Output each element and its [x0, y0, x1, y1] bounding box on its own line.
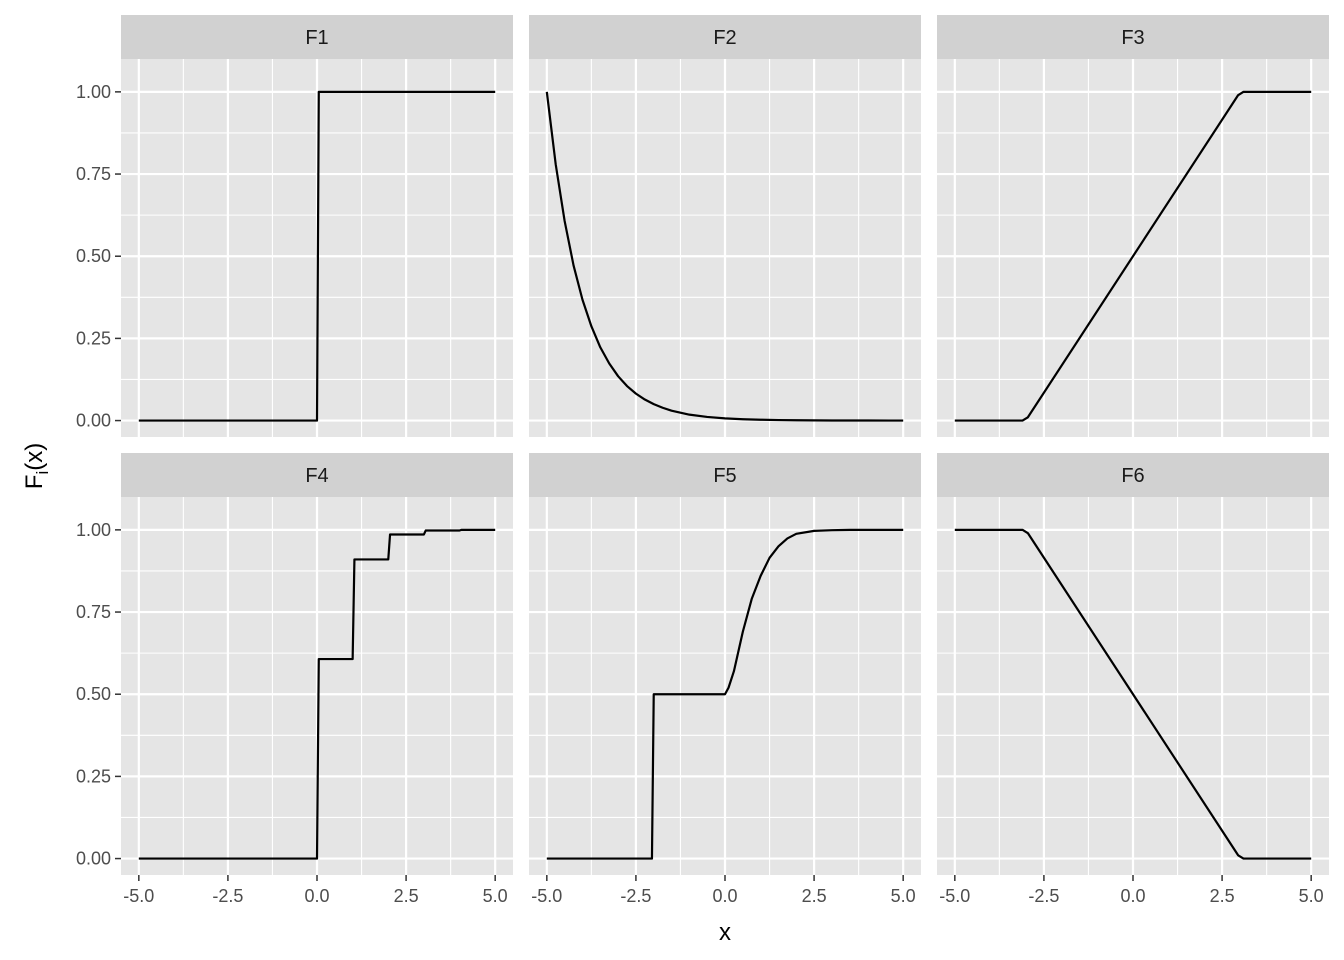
y-tick-label: 0.75	[76, 602, 111, 622]
facet-strip	[529, 15, 921, 59]
y-tick-label: 0.00	[76, 411, 111, 431]
x-tick-label: -2.5	[212, 886, 243, 906]
x-tick-label: -5.0	[939, 886, 970, 906]
x-tick-label: 0.0	[1120, 886, 1145, 906]
facet-f3: F3	[937, 15, 1329, 437]
facet-f1: F1 0.00 0.25 0.50 0.75 1.00	[76, 15, 513, 437]
facet-f6: F6 -5.0 -2.5 0.0 2.5 5.0	[937, 453, 1329, 906]
facet-strip	[121, 453, 513, 497]
x-tick-label: 2.5	[1210, 886, 1235, 906]
facet-strip-label: F6	[1121, 465, 1144, 487]
x-axis-title: x	[719, 919, 731, 946]
facet-strip-label: F1	[305, 27, 328, 49]
y-tick-label: 0.25	[76, 328, 111, 348]
series-line-f2	[545, 91, 904, 422]
facet-strip	[937, 453, 1329, 497]
x-tick-label: 2.5	[394, 886, 419, 906]
x-tick-label: -2.5	[620, 886, 651, 906]
facet-f5: F5 -5.0 -2.5 0.0 2.5 5.0	[529, 453, 921, 906]
series-line-f6	[954, 528, 1312, 860]
facet-strip-label: F2	[713, 27, 736, 49]
facet-strip	[121, 15, 513, 59]
y-axis-title: Fi(x)	[21, 443, 52, 489]
x-tick-label: 5.0	[1299, 886, 1324, 906]
x-tick-label: 5.0	[483, 886, 508, 906]
y-tick-label: 0.25	[76, 766, 111, 786]
y-tick-label: 0.75	[76, 164, 111, 184]
y-tick-label: 1.00	[76, 82, 111, 102]
x-tick-label: -5.0	[531, 886, 562, 906]
facet-strip-label: F4	[305, 465, 328, 487]
y-tick-label: 1.00	[76, 520, 111, 540]
x-tick-label: 5.0	[891, 886, 916, 906]
x-tick-label: 0.0	[712, 886, 737, 906]
x-tick-label: -2.5	[1028, 886, 1059, 906]
series-line-f1	[138, 90, 496, 422]
facet-strip-label: F5	[713, 465, 736, 487]
x-tick-label: 0.0	[304, 886, 329, 906]
series-line-f3	[954, 90, 1312, 422]
facet-strip	[937, 15, 1329, 59]
series-line-f4	[138, 528, 496, 860]
facet-f4: F4 0.00 0.25 0.50 0.75 1.00 -5.0 -2.5 0.0 2.5 5.0	[76, 453, 513, 906]
facet-strip	[529, 453, 921, 497]
y-tick-label: 0.50	[76, 684, 111, 704]
x-tick-label: 2.5	[802, 886, 827, 906]
series-line-f5	[546, 528, 904, 860]
facet-strip-label: F3	[1121, 27, 1144, 49]
y-tick-label: 0.50	[76, 246, 111, 266]
y-tick-label: 0.00	[76, 849, 111, 869]
facet-f2: F2	[529, 15, 921, 437]
x-tick-label: -5.0	[123, 886, 154, 906]
